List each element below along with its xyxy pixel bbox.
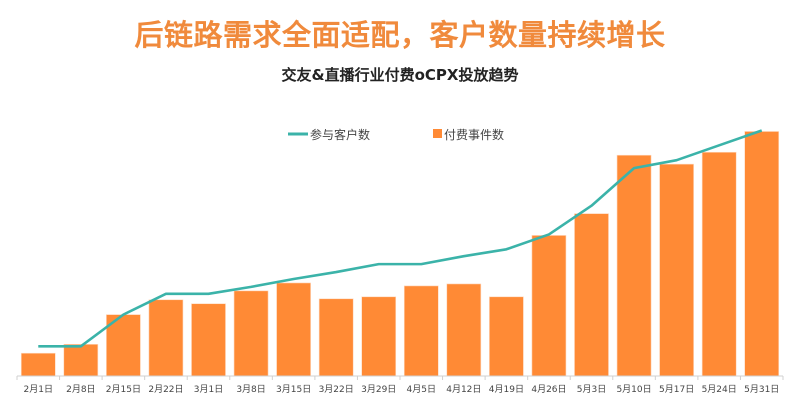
bar-3月29日 xyxy=(361,296,397,377)
x-tick-label: 4月5日 xyxy=(407,384,436,395)
headline: 后链路需求全面适配，客户数量持续增长 xyxy=(134,18,666,52)
x-tick-label: 3月8日 xyxy=(236,384,265,395)
bar-4月5日 xyxy=(403,285,439,377)
bar-5月31日 xyxy=(744,131,780,377)
x-tick-label: 3月22日 xyxy=(319,384,354,395)
line-series-customers xyxy=(38,129,763,348)
legend-label-bar: 付费事件数 xyxy=(444,127,504,142)
bar-2月15日 xyxy=(106,314,141,377)
x-tick-label: 3月15日 xyxy=(276,384,311,395)
bar-5月24日 xyxy=(701,151,737,377)
bar-2月1日 xyxy=(20,352,56,377)
bar-4月26日 xyxy=(531,235,567,377)
legend-bar-swatch xyxy=(433,129,442,138)
x-tick-label: 2月1日 xyxy=(24,384,53,395)
x-tick-label: 2月8日 xyxy=(66,384,95,395)
x-tick-label: 4月12日 xyxy=(446,384,481,395)
bar-5月10日 xyxy=(616,154,652,377)
bar-5月3日 xyxy=(574,213,609,377)
x-tick-label: 3月1日 xyxy=(194,384,223,395)
x-tick-label: 5月24日 xyxy=(702,384,737,395)
bar-4月19日 xyxy=(489,296,524,377)
x-tick-label: 2月15日 xyxy=(106,384,141,395)
chart-title: 交友&直播行业付费oCPX投放趋势 xyxy=(281,66,519,84)
bar-3月1日 xyxy=(191,303,226,377)
x-tick-label: 5月17日 xyxy=(659,384,694,395)
x-tick-label: 5月10日 xyxy=(616,384,651,395)
bar-5月17日 xyxy=(659,163,694,377)
bar-2月22日 xyxy=(148,299,184,377)
bar-3月22日 xyxy=(318,298,354,377)
x-tick-label: 2月22日 xyxy=(148,384,183,395)
x-tick-label: 4月26日 xyxy=(531,384,566,395)
x-tick-label: 5月31日 xyxy=(744,384,779,395)
legend-label-line: 参与客户数 xyxy=(310,127,370,142)
x-tick-label: 3月29日 xyxy=(361,384,396,395)
x-tick-label: 4月19日 xyxy=(489,384,524,395)
bar-3月15日 xyxy=(276,282,311,377)
bar-2月8日 xyxy=(63,344,99,377)
legend: 参与客户数 付费事件数 xyxy=(288,127,504,142)
x-tick-label: 5月3日 xyxy=(577,384,606,395)
bar-4月12日 xyxy=(446,283,482,377)
bar-3月8日 xyxy=(233,290,269,377)
